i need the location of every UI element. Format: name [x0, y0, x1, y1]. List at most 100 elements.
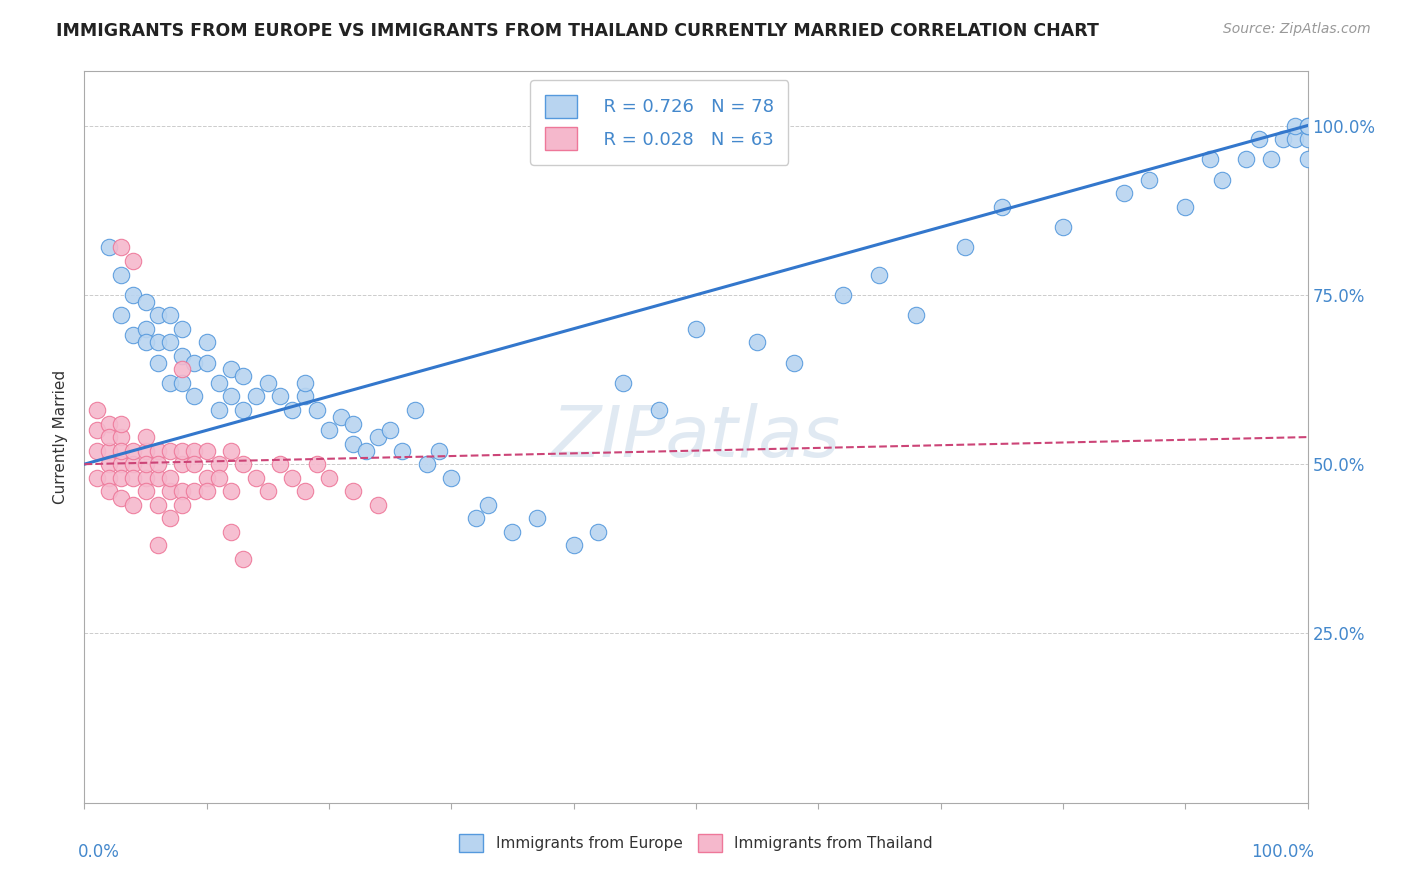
- Point: [257, 484, 280, 499]
- Point: [232, 457, 254, 471]
- Point: [1137, 172, 1160, 186]
- Point: [354, 443, 377, 458]
- Point: [367, 430, 389, 444]
- Point: [183, 389, 205, 403]
- Point: [97, 443, 120, 458]
- Point: [219, 389, 242, 403]
- Point: [135, 471, 157, 485]
- Point: [208, 403, 231, 417]
- Point: [159, 484, 181, 499]
- Point: [1114, 186, 1136, 201]
- Point: [159, 376, 181, 390]
- Point: [1284, 132, 1306, 146]
- Point: [110, 457, 132, 471]
- Point: [477, 498, 499, 512]
- Point: [172, 498, 194, 512]
- Point: [110, 240, 132, 254]
- Point: [110, 471, 132, 485]
- Point: [869, 268, 891, 282]
- Point: [172, 349, 194, 363]
- Y-axis label: Currently Married: Currently Married: [53, 370, 69, 504]
- Point: [269, 457, 291, 471]
- Point: [685, 322, 707, 336]
- Point: [747, 335, 769, 350]
- Point: [219, 443, 242, 458]
- Point: [159, 511, 181, 525]
- Point: [294, 376, 316, 390]
- Point: [232, 552, 254, 566]
- Point: [146, 355, 169, 369]
- Point: [208, 471, 231, 485]
- Point: [404, 403, 426, 417]
- Point: [110, 430, 132, 444]
- Point: [159, 443, 181, 458]
- Point: [257, 376, 280, 390]
- Text: ZIPatlas: ZIPatlas: [551, 402, 841, 472]
- Point: [783, 355, 806, 369]
- Point: [330, 409, 353, 424]
- Point: [97, 471, 120, 485]
- Point: [146, 538, 169, 552]
- Point: [86, 471, 108, 485]
- Point: [135, 430, 157, 444]
- Point: [97, 457, 120, 471]
- Point: [905, 308, 928, 322]
- Point: [219, 484, 242, 499]
- Point: [122, 471, 145, 485]
- Point: [146, 335, 169, 350]
- Point: [97, 430, 120, 444]
- Point: [195, 484, 218, 499]
- Text: Source: ZipAtlas.com: Source: ZipAtlas.com: [1223, 22, 1371, 37]
- Point: [172, 443, 194, 458]
- Point: [122, 254, 145, 268]
- Point: [122, 443, 145, 458]
- Point: [281, 471, 304, 485]
- Point: [1272, 132, 1295, 146]
- Point: [219, 362, 242, 376]
- Point: [367, 498, 389, 512]
- Point: [440, 471, 463, 485]
- Point: [146, 308, 169, 322]
- Point: [219, 524, 242, 539]
- Legend: Immigrants from Europe, Immigrants from Thailand: Immigrants from Europe, Immigrants from …: [450, 825, 942, 861]
- Point: [122, 328, 145, 343]
- Point: [294, 484, 316, 499]
- Point: [464, 511, 486, 525]
- Point: [245, 471, 267, 485]
- Point: [294, 389, 316, 403]
- Point: [172, 376, 194, 390]
- Point: [183, 355, 205, 369]
- Point: [208, 457, 231, 471]
- Point: [612, 376, 634, 390]
- Point: [1236, 153, 1258, 167]
- Point: [1198, 153, 1220, 167]
- Point: [269, 389, 291, 403]
- Point: [135, 322, 157, 336]
- Text: 0.0%: 0.0%: [79, 843, 120, 861]
- Point: [281, 403, 304, 417]
- Point: [172, 484, 194, 499]
- Point: [122, 288, 145, 302]
- Point: [86, 403, 108, 417]
- Point: [172, 362, 194, 376]
- Point: [1211, 172, 1233, 186]
- Point: [342, 417, 364, 431]
- Point: [648, 403, 671, 417]
- Point: [562, 538, 585, 552]
- Point: [342, 484, 364, 499]
- Point: [135, 443, 157, 458]
- Point: [586, 524, 609, 539]
- Point: [159, 471, 181, 485]
- Point: [195, 471, 218, 485]
- Point: [526, 511, 548, 525]
- Point: [122, 457, 145, 471]
- Point: [110, 443, 132, 458]
- Point: [991, 200, 1014, 214]
- Point: [110, 491, 132, 505]
- Point: [1296, 119, 1319, 133]
- Point: [1052, 220, 1074, 235]
- Point: [159, 335, 181, 350]
- Point: [416, 457, 439, 471]
- Point: [172, 322, 194, 336]
- Point: [1296, 132, 1319, 146]
